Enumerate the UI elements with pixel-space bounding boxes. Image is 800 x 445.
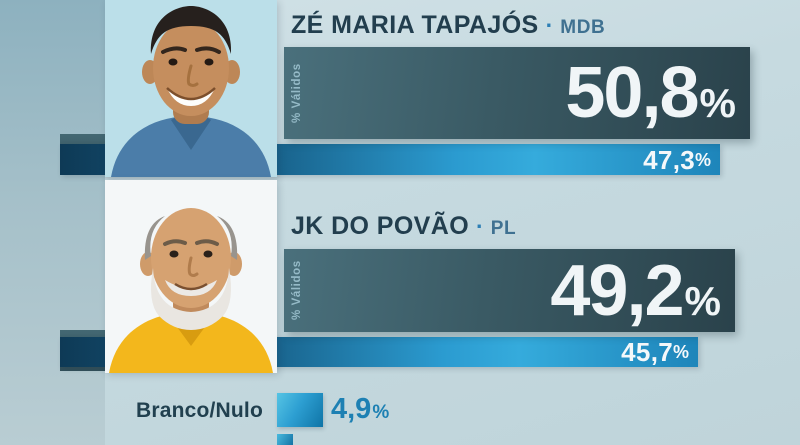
percent-sign: % xyxy=(684,277,721,324)
candidate-1-total-value: 47,3 xyxy=(643,144,695,175)
background-left-column xyxy=(0,0,105,445)
percent-sign: % xyxy=(699,80,736,126)
others-row-label: Branco/Nulo xyxy=(135,399,263,422)
candidate-2-name: JK DO POVÃO xyxy=(291,212,470,240)
cutoff-row-bar xyxy=(277,434,293,445)
candidate-2-party: PL xyxy=(490,218,517,239)
candidate-2-valid-value: 49,2 xyxy=(550,250,684,331)
valid-votes-label: % Válidos xyxy=(291,63,303,123)
candidate-1-valid-value: 50,8 xyxy=(565,53,699,133)
candidate-2-valid-value-wrap: 49,2 % xyxy=(550,255,721,327)
separator-dot: · xyxy=(545,12,554,38)
candidate-2-photo xyxy=(105,180,277,373)
candidate-1-valid-value-wrap: 50,8 % xyxy=(565,57,736,129)
candidate-1-valid-bar: % Válidos 50,8 % xyxy=(284,47,750,139)
candidate-1-name: ZÉ MARIA TAPAJÓS xyxy=(291,11,539,39)
candidate-1-avatar xyxy=(105,0,277,177)
candidate-2-avatar xyxy=(105,180,277,373)
candidate-2-total-value: 45,7 xyxy=(621,337,673,367)
percent-sign: % xyxy=(672,342,689,362)
others-row-value-wrap: 4,9 % xyxy=(331,395,389,424)
candidate-1-party: MDB xyxy=(560,17,606,38)
valid-votes-label: % Válidos xyxy=(291,260,303,321)
candidate-2-valid-bar: % Válidos 49,2 % xyxy=(284,249,735,332)
candidate-1-photo xyxy=(105,0,277,177)
candidate-2-name-row: JK DO POVÃO · PL xyxy=(291,212,516,241)
candidate-1-name-row: ZÉ MARIA TAPAJÓS · MDB xyxy=(291,11,605,40)
percent-sign: % xyxy=(372,402,390,423)
separator-dot: · xyxy=(476,213,484,239)
others-row-value: 4,9 xyxy=(331,393,372,425)
percent-sign: % xyxy=(694,149,711,170)
others-row-bar xyxy=(277,393,323,427)
